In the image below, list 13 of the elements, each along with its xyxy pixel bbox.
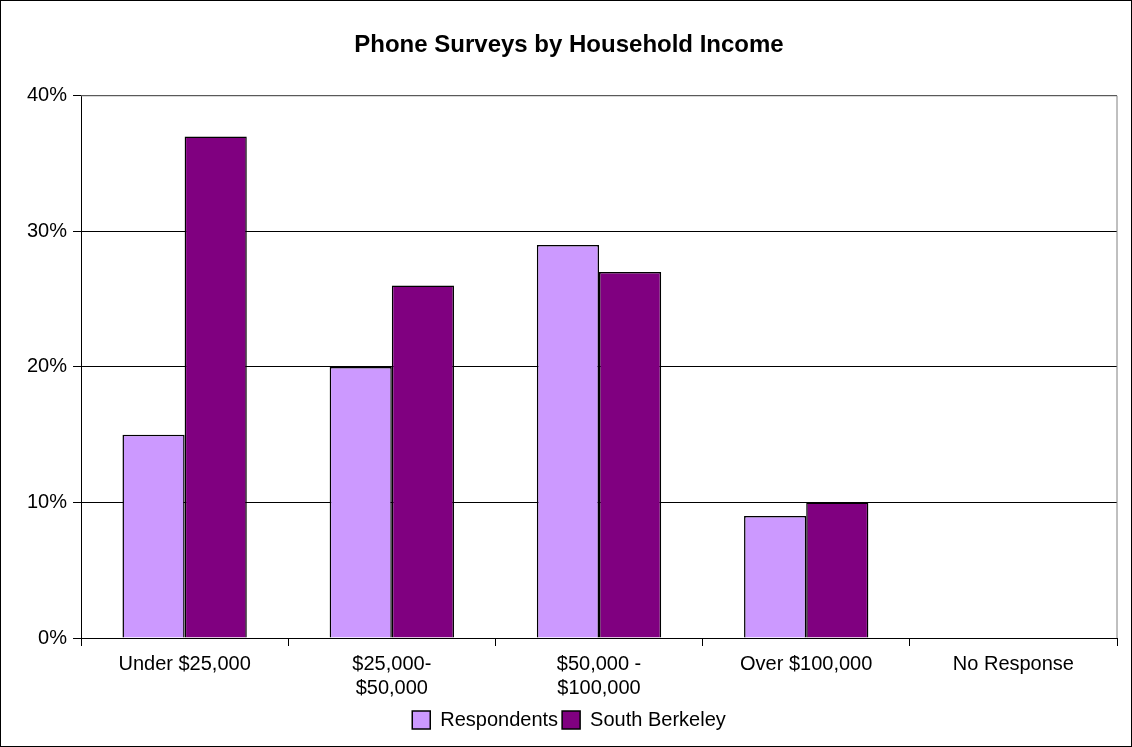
y-tick-label: 0% (38, 625, 68, 648)
x-tick-label: Under $25,000 (118, 651, 251, 674)
y-tick-label: 20% (27, 354, 68, 377)
y-tick-label: 30% (27, 218, 68, 241)
legend-label: South Berkeley (590, 707, 726, 730)
x-tick-label: $25,000- $50,000 (352, 651, 432, 698)
y-tick-label: 40% (27, 83, 68, 106)
x-tick-label: No Response (952, 651, 1074, 674)
x-tick-label: $50,000 - $100,000 (556, 651, 642, 698)
x-tick-label: Over $100,000 (740, 651, 873, 674)
legend-label: Respondents (440, 707, 559, 730)
chart-title: Phone Surveys by Household Income (354, 30, 784, 58)
y-tick-label: 10% (27, 489, 68, 512)
